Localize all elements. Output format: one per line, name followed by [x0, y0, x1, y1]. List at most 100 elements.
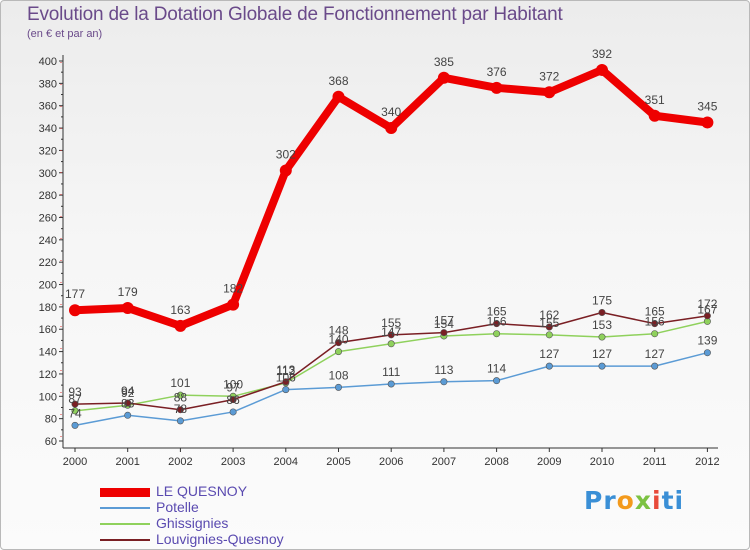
legend-swatch	[100, 487, 150, 497]
data-point	[545, 331, 553, 339]
data-label: 175	[592, 293, 612, 307]
y-tick-label: 60	[45, 436, 57, 448]
data-label: 106	[276, 371, 296, 385]
data-point	[334, 383, 342, 391]
data-label: 92	[121, 386, 135, 400]
x-tick-label: 2000	[63, 456, 87, 468]
data-point	[387, 340, 395, 348]
data-point	[332, 90, 345, 103]
y-tick-label: 100	[39, 391, 57, 403]
data-point	[701, 116, 714, 129]
data-label: 302	[276, 148, 296, 162]
proxiti-logo: Proxiti	[584, 486, 684, 515]
legend-label: Louvignies-Quesnoy	[156, 531, 284, 547]
data-point	[71, 400, 79, 408]
data-label: 154	[434, 317, 454, 331]
data-point	[71, 421, 79, 429]
data-point	[229, 396, 237, 404]
y-tick-label: 80	[45, 414, 57, 426]
x-tick-label: 2012	[695, 456, 719, 468]
data-label: 88	[174, 391, 188, 405]
data-label: 112	[276, 364, 295, 378]
y-tick-label: 280	[39, 190, 57, 202]
data-point	[385, 122, 398, 135]
data-point	[598, 362, 606, 370]
legend-item: Louvignies-Quesnoy	[100, 531, 360, 548]
data-label: 162	[539, 308, 559, 322]
x-tick-label: 2004	[274, 456, 298, 468]
logo-letter: i	[651, 486, 662, 515]
data-label: 78	[174, 402, 188, 416]
data-label: 156	[487, 315, 507, 329]
x-tick-label: 2001	[115, 456, 139, 468]
data-label: 368	[328, 74, 348, 88]
data-label: 165	[645, 305, 665, 319]
data-point	[282, 378, 290, 386]
data-point	[598, 308, 606, 316]
y-tick-label: 240	[39, 235, 57, 247]
data-point	[69, 304, 81, 317]
x-tick-label: 2009	[537, 456, 561, 468]
data-point	[651, 320, 659, 328]
data-point	[545, 323, 553, 331]
data-label: 153	[592, 318, 612, 332]
data-point	[174, 319, 187, 332]
x-tick-label: 2011	[643, 456, 667, 468]
data-label: 376	[487, 65, 507, 79]
data-point	[703, 349, 711, 357]
data-point	[124, 411, 132, 419]
x-tick-label: 2008	[484, 456, 508, 468]
data-label: 165	[487, 305, 507, 319]
data-point	[493, 330, 501, 338]
legend-swatch	[100, 523, 150, 525]
data-label: 74	[68, 406, 82, 420]
data-label: 87	[68, 392, 82, 406]
legend-swatch	[100, 507, 150, 509]
data-point	[493, 377, 501, 385]
x-tick-label: 2007	[432, 456, 456, 468]
y-tick-label: 400	[39, 56, 57, 68]
data-label: 100	[223, 377, 243, 391]
data-point	[282, 386, 290, 394]
data-point	[440, 329, 448, 337]
data-label: 127	[645, 347, 665, 361]
data-point	[387, 380, 395, 388]
data-label: 139	[697, 334, 717, 348]
data-label: 111	[382, 365, 401, 379]
logo-letter: x	[634, 486, 652, 515]
data-point	[124, 399, 132, 407]
data-point	[545, 362, 553, 370]
data-point	[493, 320, 501, 328]
data-point	[437, 71, 450, 84]
data-point	[598, 333, 606, 341]
legend-label: LE QUESNOY	[156, 483, 248, 499]
data-point	[543, 86, 556, 99]
y-tick-label: 260	[39, 212, 57, 224]
data-label: 155	[381, 316, 401, 330]
y-tick-label: 200	[39, 280, 57, 292]
data-label: 140	[328, 333, 348, 347]
legend-item: LE QUESNOY	[100, 483, 360, 500]
data-point	[229, 408, 237, 416]
data-label: 345	[697, 99, 717, 113]
data-label: 113	[434, 363, 453, 377]
data-label: 155	[539, 316, 559, 330]
data-label: 108	[328, 368, 348, 382]
legend-label: Ghissignies	[156, 515, 229, 531]
legend-item: Ghissignies	[100, 515, 360, 532]
data-point	[227, 298, 240, 311]
chart-title: Evolution de la Dotation Globale de Fonc…	[27, 4, 563, 25]
data-label: 114	[487, 362, 506, 376]
y-tick-label: 360	[39, 101, 57, 113]
data-label: 163	[170, 303, 190, 317]
data-label: 392	[592, 47, 612, 61]
x-tick-label: 2006	[379, 456, 403, 468]
data-point	[651, 362, 659, 370]
data-label: 156	[645, 315, 665, 329]
y-tick-label: 220	[39, 257, 57, 269]
data-point	[703, 312, 711, 320]
data-label: 167	[697, 302, 717, 316]
data-point	[176, 406, 184, 414]
data-label: 101	[170, 376, 190, 390]
